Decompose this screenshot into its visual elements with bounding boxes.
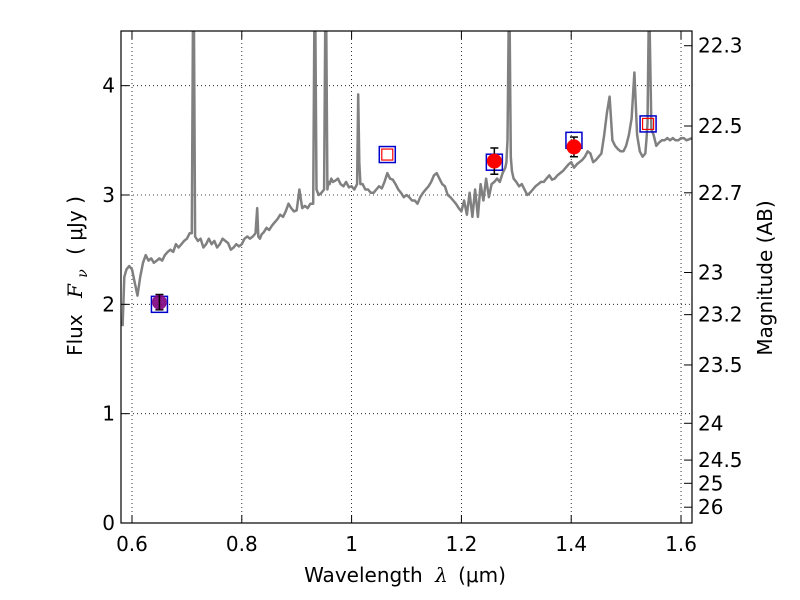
x-axis-label: Wavelength λ (μm)	[304, 563, 506, 587]
y2-tick-label: 23.5	[698, 353, 743, 377]
observed-point	[486, 153, 502, 169]
y-tick-label: 1	[102, 402, 115, 426]
y2-tick-label: 22.5	[698, 114, 743, 138]
model-photometry-square	[639, 115, 657, 133]
ticks	[121, 31, 692, 524]
y-tick-label: 0	[102, 511, 115, 535]
y2-tick-label: 26	[698, 495, 723, 519]
model-photometry-inner-square	[381, 148, 394, 161]
y-axis-label-text: Flux	[63, 314, 87, 356]
model-photometry-inner-square	[641, 117, 655, 131]
x-axis-label-symbol: λ	[434, 563, 448, 587]
markers-layer	[150, 115, 657, 314]
x-axis-label-text: Wavelength	[304, 563, 423, 587]
y-axis-label: Flux F ν ( μJy )	[63, 196, 92, 356]
x-tick-label: 1	[345, 532, 358, 556]
spectrum-layer	[121, 31, 692, 327]
y2-tick-label: 24	[698, 411, 723, 435]
model-spectrum-line	[121, 31, 692, 327]
y-tick-label: 3	[102, 183, 115, 207]
y-tick-label: 2	[102, 292, 115, 316]
y2-tick-label: 23.2	[698, 303, 743, 327]
y-axis-label-unit: ( μJy )	[63, 196, 87, 255]
x-tick-label: 1.4	[555, 532, 587, 556]
y2-tick-label: 22.3	[698, 34, 743, 58]
x-tick-label: 0.8	[226, 532, 258, 556]
y2-tick-label: 23	[698, 261, 723, 285]
plot-frame	[120, 30, 693, 524]
y2-axis-label: Magnitude (AB)	[753, 200, 777, 355]
x-axis-label-unit: (μm)	[458, 563, 506, 587]
y2-tick-label: 24.5	[698, 448, 743, 472]
x-tick-label: 1.2	[445, 532, 477, 556]
tick-labels: 0.6 0.8 1 1.2 1.4 1.60123422.322.522.72323.22…	[102, 34, 742, 556]
observed-point	[566, 139, 582, 155]
x-tick-label: 1.6	[665, 532, 697, 556]
y-axis-label-symbol: F	[63, 283, 87, 299]
y2-tick-label: 22.7	[698, 181, 743, 205]
y-axis-label-sub: ν	[75, 269, 91, 278]
model-photometry-square	[378, 145, 397, 164]
y-tick-label: 4	[102, 74, 115, 98]
y2-tick-label: 25	[698, 471, 723, 495]
x-tick-label: 0.6	[116, 532, 148, 556]
